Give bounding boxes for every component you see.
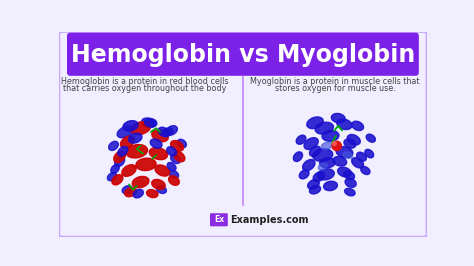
Ellipse shape	[120, 136, 135, 148]
Ellipse shape	[167, 163, 176, 171]
Circle shape	[332, 142, 337, 146]
Ellipse shape	[337, 167, 351, 177]
Ellipse shape	[114, 151, 126, 163]
Ellipse shape	[108, 173, 117, 181]
FancyBboxPatch shape	[58, 31, 428, 238]
Ellipse shape	[337, 119, 352, 130]
Text: Hemoglobin is a protein in red blood cells: Hemoglobin is a protein in red blood cel…	[61, 77, 228, 86]
Circle shape	[332, 141, 341, 151]
Ellipse shape	[133, 189, 143, 198]
Ellipse shape	[345, 178, 356, 187]
Ellipse shape	[365, 149, 374, 158]
Ellipse shape	[315, 122, 334, 134]
Ellipse shape	[126, 144, 147, 158]
Ellipse shape	[319, 163, 327, 170]
Ellipse shape	[344, 171, 355, 180]
Ellipse shape	[128, 133, 142, 143]
Ellipse shape	[157, 186, 166, 193]
Ellipse shape	[111, 165, 119, 173]
Ellipse shape	[171, 141, 183, 151]
Ellipse shape	[117, 126, 133, 138]
Ellipse shape	[322, 130, 339, 141]
Text: Examples.com: Examples.com	[230, 215, 309, 225]
FancyBboxPatch shape	[210, 213, 228, 226]
Ellipse shape	[169, 171, 179, 178]
Ellipse shape	[136, 158, 156, 171]
Ellipse shape	[318, 169, 334, 180]
Ellipse shape	[150, 139, 162, 148]
Ellipse shape	[155, 165, 170, 176]
Ellipse shape	[131, 122, 150, 135]
Ellipse shape	[336, 147, 353, 157]
Ellipse shape	[331, 114, 345, 123]
Ellipse shape	[166, 126, 177, 135]
Text: Myoglobin is a protein in muscle cells that: Myoglobin is a protein in muscle cells t…	[250, 77, 420, 86]
Ellipse shape	[347, 135, 360, 145]
Ellipse shape	[333, 156, 346, 166]
Ellipse shape	[109, 141, 118, 151]
Ellipse shape	[319, 158, 335, 168]
Ellipse shape	[146, 190, 158, 198]
Ellipse shape	[307, 117, 323, 129]
Ellipse shape	[352, 158, 364, 168]
Ellipse shape	[171, 155, 180, 164]
Ellipse shape	[352, 121, 364, 131]
Ellipse shape	[149, 148, 167, 160]
Ellipse shape	[302, 160, 315, 171]
Ellipse shape	[310, 186, 320, 194]
Ellipse shape	[123, 120, 138, 131]
Ellipse shape	[125, 188, 137, 197]
Ellipse shape	[174, 152, 185, 162]
FancyBboxPatch shape	[67, 33, 419, 76]
Ellipse shape	[177, 139, 186, 148]
Ellipse shape	[344, 139, 356, 148]
Ellipse shape	[112, 175, 123, 185]
Ellipse shape	[310, 146, 320, 156]
Ellipse shape	[366, 134, 375, 142]
Ellipse shape	[296, 135, 306, 144]
Ellipse shape	[118, 147, 128, 156]
Text: Hemoglobin vs Myoglobin: Hemoglobin vs Myoglobin	[71, 43, 415, 67]
Text: stores oxygen for muscle use.: stores oxygen for muscle use.	[275, 84, 395, 93]
Text: that carries oxygen throughout the body: that carries oxygen throughout the body	[63, 84, 226, 93]
Ellipse shape	[293, 152, 302, 161]
Ellipse shape	[313, 149, 333, 161]
Ellipse shape	[167, 147, 176, 156]
Ellipse shape	[152, 180, 165, 189]
Ellipse shape	[132, 176, 149, 188]
Ellipse shape	[345, 188, 355, 196]
Ellipse shape	[169, 176, 179, 185]
Ellipse shape	[361, 167, 370, 174]
Ellipse shape	[122, 186, 133, 194]
Ellipse shape	[356, 152, 366, 161]
Ellipse shape	[343, 152, 352, 159]
Ellipse shape	[115, 156, 125, 167]
Ellipse shape	[304, 138, 318, 149]
Ellipse shape	[163, 128, 173, 136]
Ellipse shape	[152, 130, 168, 142]
Ellipse shape	[142, 118, 155, 128]
Ellipse shape	[313, 172, 325, 181]
Ellipse shape	[324, 181, 337, 191]
Ellipse shape	[321, 142, 332, 149]
Text: Ex: Ex	[214, 215, 224, 224]
Ellipse shape	[158, 127, 170, 137]
Ellipse shape	[308, 180, 319, 189]
Ellipse shape	[145, 118, 157, 127]
Ellipse shape	[122, 165, 136, 176]
Ellipse shape	[299, 170, 309, 179]
